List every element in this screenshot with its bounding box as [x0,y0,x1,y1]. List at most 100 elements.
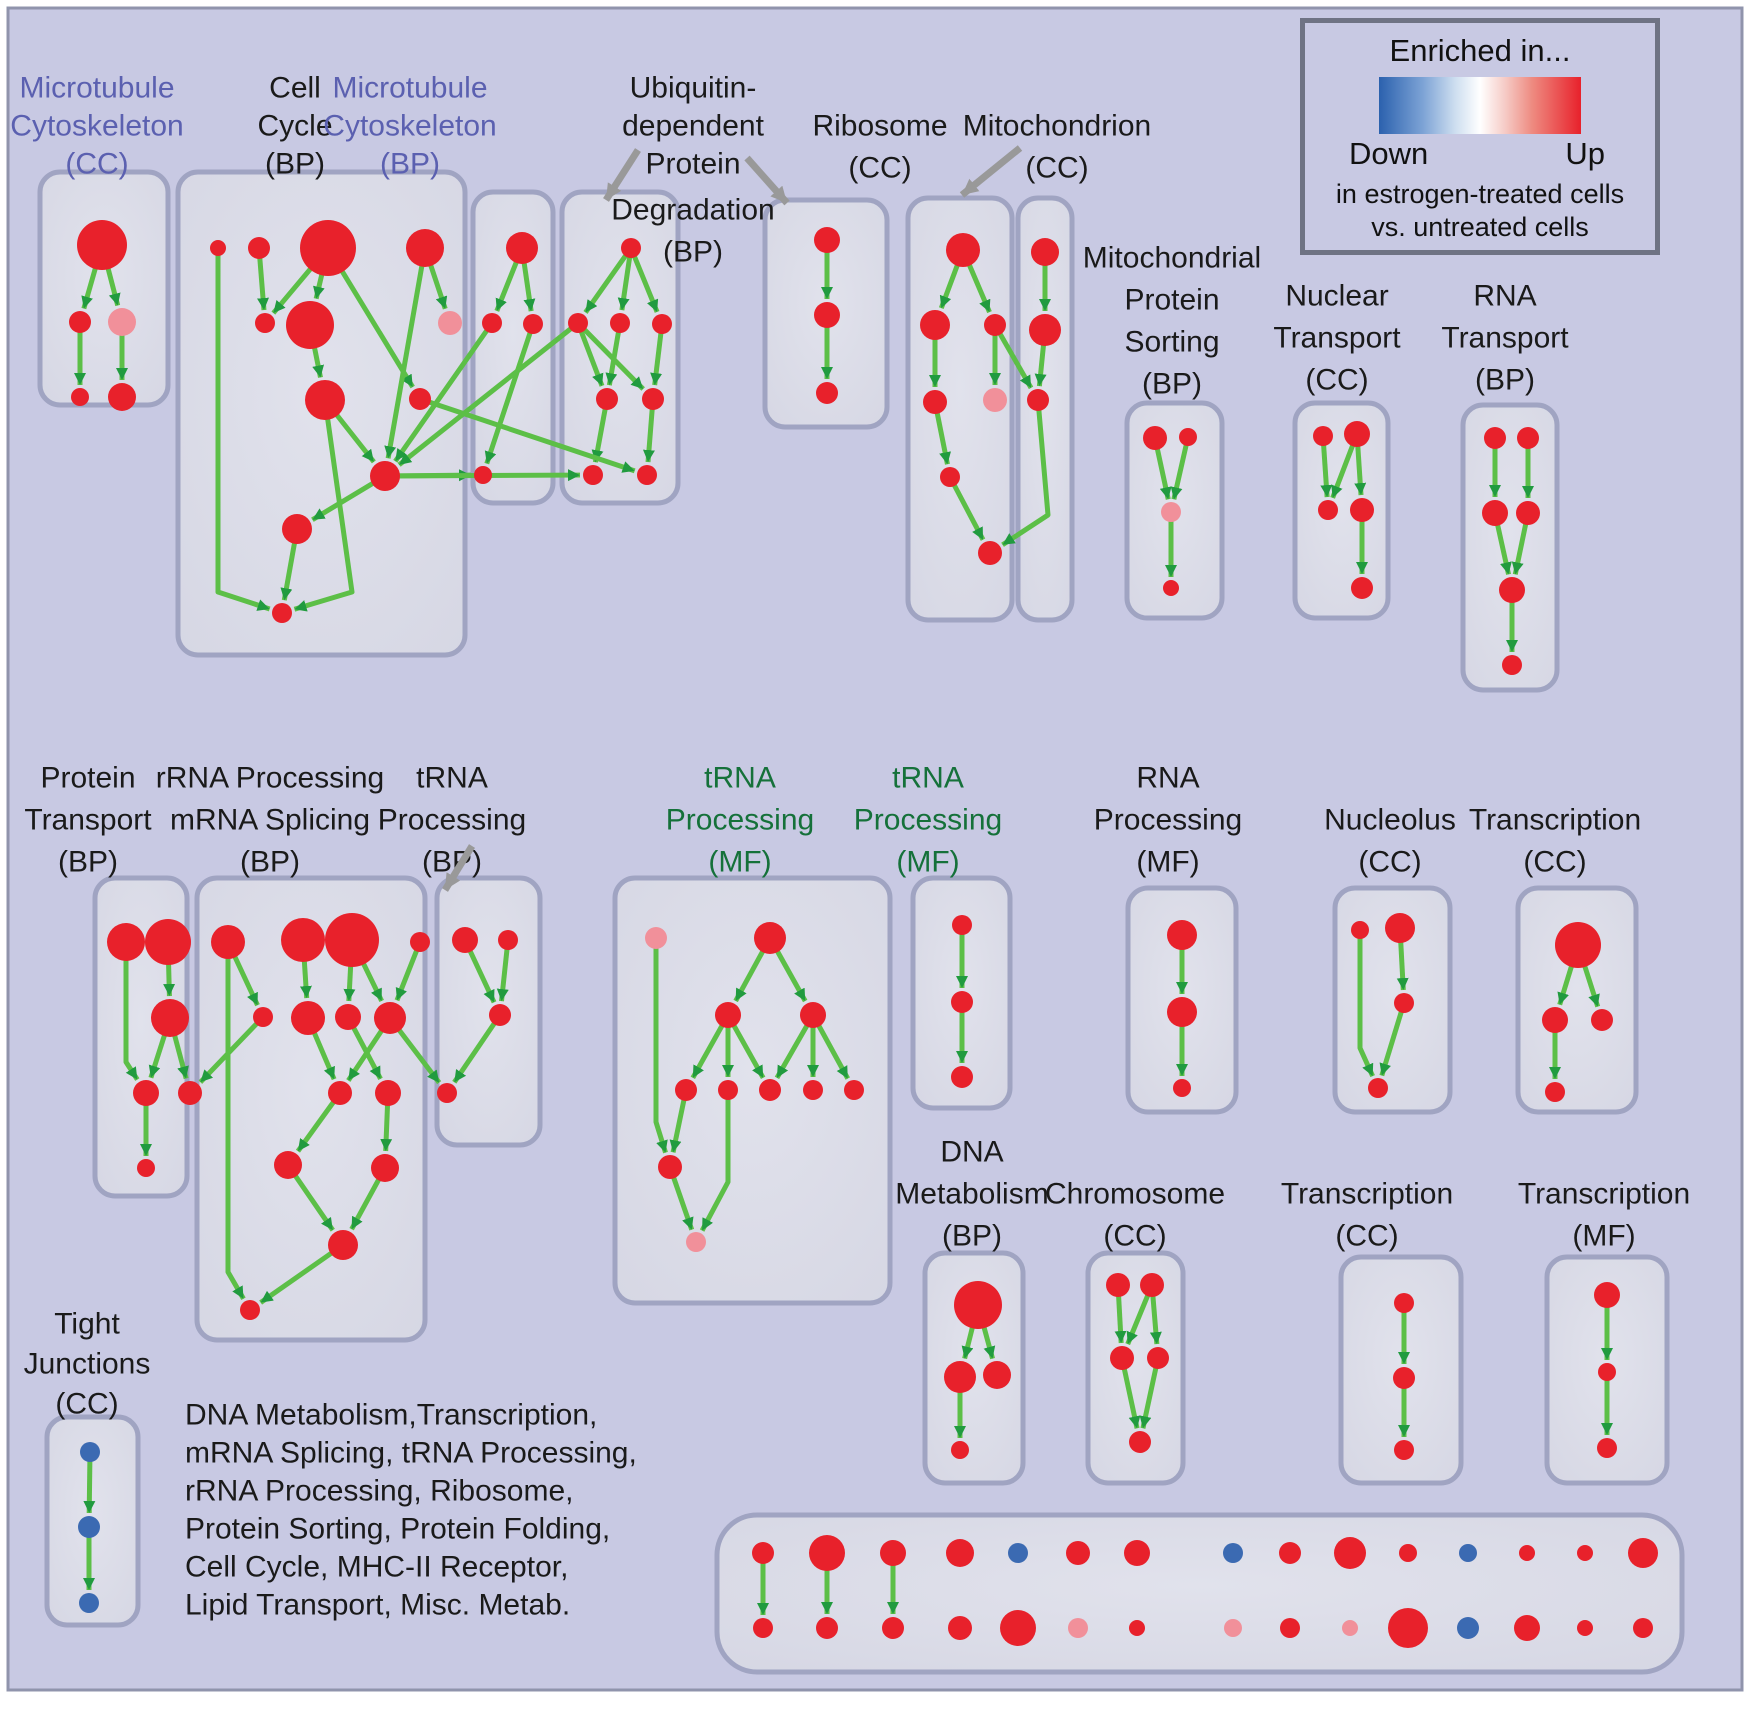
group-label-trna-mf-b: Processing [854,804,1002,837]
go-term-node-up [248,237,270,259]
edge-rrna-mrna [394,941,423,1002]
go-term-node-up [1167,920,1197,950]
legend-scale-row: Down Up [1305,134,1655,172]
go-term-node-up [1591,1009,1613,1031]
group-label-nuclear-transport: Nuclear [1285,280,1388,313]
go-term-node-up [1351,921,1369,939]
go-term-node-up [652,314,672,334]
go-term-node-up [523,314,543,334]
go-term-node-up [328,1081,352,1105]
group-label-mito-protein-sorting: (BP) [1142,368,1202,401]
go-term-node-up [1106,1273,1130,1297]
edge-trna-bp [496,939,511,1002]
go-term-node-up [1555,922,1601,968]
go-term-node-weak-up [983,388,1007,412]
go-term-node-up [814,227,840,253]
go-term-node-up [211,925,245,959]
go-term-node-up [272,603,292,623]
go-term-node-up [923,390,947,414]
go-term-node-up [370,461,400,491]
legend-subtitle-2: vs. untreated cells [1371,212,1589,242]
go-term-node-up [71,388,89,406]
go-term-node-weak-up [686,1232,706,1252]
go-term-node-up [240,1300,260,1320]
go-term-node-up [498,930,518,950]
group-label-nucleolus: (CC) [1358,846,1421,879]
group-label-rrna-mrna: (BP) [240,846,300,879]
go-term-node-up [984,314,1006,336]
edge-nuclear-transport [1320,435,1333,498]
group-label-mito-protein-sorting: Protein [1124,284,1219,317]
go-term-node-up [1029,314,1061,346]
go-term-node-up [437,1083,457,1103]
go-term-node-up [642,388,664,410]
group-label-cell-cycle: (BP) [265,148,325,181]
go-term-node-up [482,313,502,333]
go-term-node-weak-up [645,927,667,949]
go-term-node-up [274,1151,302,1179]
go-term-node-up [809,1535,845,1571]
go-term-node-up [621,238,641,258]
cross-edge-mitochondrion-to-ribosome [1001,399,1051,547]
go-term-node-up [69,311,91,333]
edge-ubiquitin-deg-1 [628,247,660,313]
go-term-node-up [108,383,136,411]
go-term-node-down [78,1516,100,1538]
go-term-node-up [675,1079,697,1101]
go-term-node-up [291,1001,325,1035]
go-term-node-up [978,541,1002,565]
go-term-node-up [754,922,786,954]
go-term-node-up [178,1081,202,1105]
edge-rrna-mrna [259,1242,345,1305]
group-label-rna-processing-mf: Processing [1094,804,1242,837]
group-box-trna-mf-a [612,875,893,1306]
go-term-node-up [1124,1540,1150,1566]
group-label-ubiquitin-deg-1: Protein [645,148,740,181]
go-term-node-up [718,1080,738,1100]
group-box-microtubule-cc [37,169,171,408]
group-label-tight-junctions: (CC) [55,1388,118,1421]
group-label-trna-bp: tRNA [416,762,488,795]
go-term-node-up [816,1617,838,1639]
go-term-node-up [1542,1007,1568,1033]
go-term-node-up [951,1441,969,1459]
group-label-transcription-mf: (MF) [1572,1220,1635,1253]
layer-labels: Microtubule Cytoskeleton (CC) Cell Cycle (BP)… [10,72,1690,1622]
group-label-cell-cycle: Cycle [257,110,332,143]
group-box-transcription-cc-a [1515,885,1639,1115]
go-term-node-down [1008,1543,1028,1563]
cross-edge-cell-cycle-to-ubiquitin-deg-1 [419,396,636,474]
go-term-node-up [374,1002,406,1034]
group-label-nucleolus: Nucleolus [1324,804,1456,837]
legend: Enriched in... Down Up in estrogen-treat… [1300,18,1660,255]
edge-ubiquitin-deg-1 [575,322,605,387]
layer-nodes [69,220,1658,1648]
group-label-ubiquitin-deg-1: Ubiquitin- [630,72,757,105]
go-term-node-up [1313,426,1333,446]
go-term-node-up [1143,426,1167,450]
group-label-trna-mf-b: tRNA [892,762,964,795]
group-label-microtubule-bp: Cytoskeleton [323,110,496,143]
go-term-node-up [305,380,345,420]
go-term-node-up [946,233,980,267]
group-label-protein-transport: Protein [40,762,135,795]
group-label-dna-metabolism: DNA [940,1136,1003,1169]
group-label-microtubule-bp: (BP) [380,148,440,181]
group-label-ubiquitin-deg-1: dependent [622,110,764,143]
trna-bp-arrow [442,844,475,892]
go-term-node-down [1223,1543,1243,1563]
go-term-node-up [803,1080,823,1100]
go-term-node-up [151,999,189,1037]
group-label-protein-transport: Transport [24,804,152,837]
group-label-transcription-cc-b: Transcription [1281,1178,1453,1211]
go-term-node-up [1129,1620,1145,1636]
go-term-node-up [1545,1082,1565,1102]
go-term-node-up [946,1539,974,1567]
go-term-node-up [410,932,430,952]
go-term-node-up [300,220,356,276]
edge-mito-protein-sorting [1170,436,1191,500]
edge-cell-cycle [384,247,428,459]
go-term-node-up [1499,577,1525,603]
group-label-dna-metabolism: (BP) [942,1220,1002,1253]
go-term-node-up [759,1079,781,1101]
